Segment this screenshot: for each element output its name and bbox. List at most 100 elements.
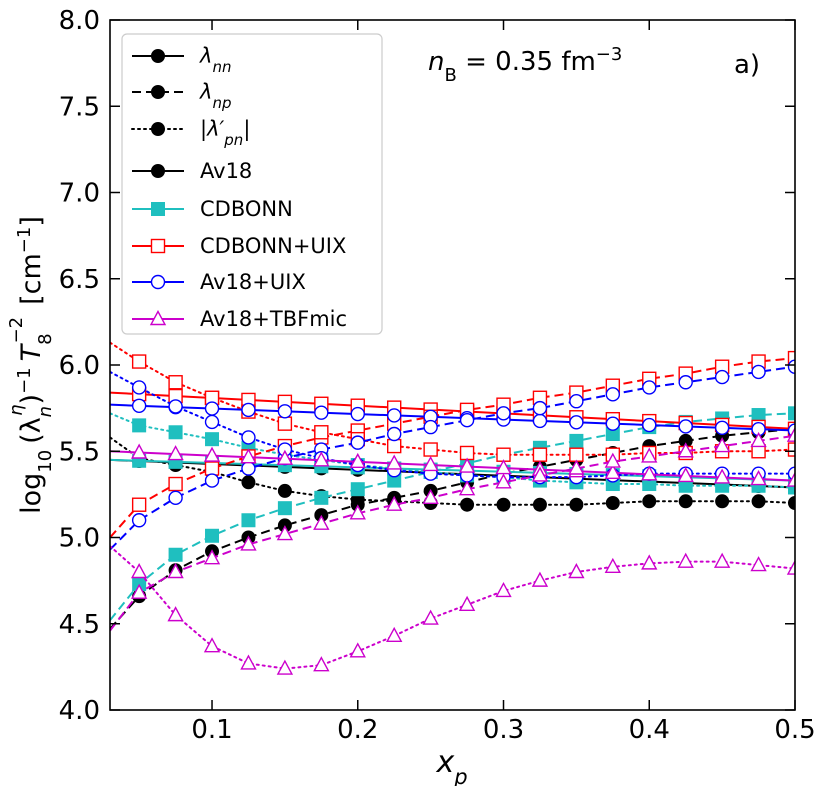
series-av18-uix-nn-point	[714, 420, 730, 435]
series-av18-uix-np-point	[678, 375, 693, 390]
series-av18-pn-point	[715, 494, 730, 509]
series-av18-uix-nn-point	[131, 398, 147, 413]
series-av18-tbfmic-pn-point	[604, 557, 621, 574]
series-cdbonn-np-point	[241, 513, 256, 528]
series-cdbonn-np-point	[314, 490, 329, 505]
series-av18-tbfmic-nn-point	[240, 448, 257, 464]
series-av18-pn-point	[532, 497, 547, 512]
series-cdbonn-uix-pn-point	[168, 375, 183, 390]
y-tick-label: 5.0	[59, 524, 100, 554]
series-av18-tbfmic-np-point	[203, 549, 221, 565]
series-av18-pn-point	[496, 497, 511, 512]
series-av18-uix-np-point	[204, 473, 220, 488]
series-av18-uix-np-point	[714, 369, 730, 385]
series-cdbonn-np-point	[168, 547, 183, 562]
series-cdbonn-np-point	[788, 406, 795, 421]
y-tick-label: 6.0	[59, 351, 100, 381]
legend-marker--nn	[151, 49, 165, 63]
series-av18-tbfmic-nn-line	[110, 450, 795, 482]
legend-frame	[121, 33, 383, 335]
y-tick-label: 6.5	[59, 265, 100, 295]
series-av18-tbfmic-nn-point	[130, 443, 148, 459]
series-av18-uix-np-point	[459, 413, 475, 428]
series-av18-uix-nn-point	[314, 405, 329, 420]
legend-marker-av18-uix	[150, 274, 166, 290]
series-av18-tbfmic-np-point	[713, 437, 731, 453]
series-av18-pn-point	[788, 496, 795, 510]
series-cdbonn-uix-pn-point	[423, 442, 438, 457]
series-av18-uix-np-point	[350, 435, 365, 450]
series-av18-uix-np-point	[642, 380, 657, 395]
series-av18-pn-point	[605, 496, 620, 510]
series-av18-tbfmic-nn-point	[313, 451, 330, 467]
series-cdbonn-uix-np-point	[131, 497, 147, 512]
series-cdbonn-pn-point	[205, 432, 220, 447]
series-cdbonn-uix-pn-point	[532, 447, 548, 462]
series-av18-tbfmic-np-point	[641, 447, 658, 463]
series-av18-tbfmic-nn-point	[349, 452, 366, 469]
series-cdbonn-np-point	[751, 408, 766, 423]
series-av18-tbfmic-pn-point	[422, 609, 439, 625]
legend-marker--pn-	[151, 122, 165, 136]
series-av18-tbfmic-nn-point	[167, 445, 184, 461]
series-av18-tbfmic-nn-point	[604, 463, 621, 479]
x-tick-label: 0.4	[629, 715, 670, 745]
series-av18-tbfmic-pn-point	[677, 552, 694, 568]
series-av18-tbfmic-np-point	[531, 466, 549, 482]
series-av18-tbfmic-nn-point	[641, 465, 658, 481]
legend-marker--np	[151, 85, 165, 99]
series-av18-tbfmic-np-point	[386, 495, 403, 511]
y-tick-label: 7.0	[59, 179, 100, 209]
y-tick-label: 5.5	[59, 437, 100, 467]
series-av18-pn-point	[241, 475, 256, 490]
series-av18-uix-nn-point	[350, 406, 365, 422]
series-av18-tbfmic-nn-point	[386, 454, 403, 470]
legend-label-lambda-np: λnp	[199, 80, 231, 112]
legend-label-lambda-nn: λnn	[199, 44, 231, 76]
legend-marker-cdbonn	[151, 202, 165, 216]
series-av18-tbfmic-pn-point	[713, 552, 731, 568]
series-av18-uix-np-point	[496, 406, 511, 421]
series-av18-tbfmic-pn-point	[313, 656, 330, 672]
series-av18-uix-np-point	[131, 513, 147, 528]
series-av18-tbfmic-np-point	[130, 583, 148, 599]
series-av18-uix-np-point	[787, 359, 795, 374]
series-av18-tbfmic-pn-point	[750, 556, 767, 572]
legend-label-lambda-pn: |λ′pn|	[200, 117, 250, 149]
series-av18-tbfmic-nn-point	[750, 470, 767, 486]
series-cdbonn-np-point	[205, 528, 220, 543]
x-tick-label: 0.1	[191, 715, 232, 745]
series-av18-tbfmic-pn-point	[167, 606, 184, 622]
series-av18-tbfmic-pn-point	[458, 595, 476, 611]
series-av18-uix-nn-point	[605, 416, 621, 431]
series-cdbonn-pn-point	[788, 480, 795, 495]
series-av18-uix-np-point	[423, 419, 438, 435]
series-av18-uix-np-point	[168, 490, 183, 506]
legend-label-cdbonn: CDBONN	[200, 197, 293, 221]
x-tick-label: 0.2	[337, 715, 378, 745]
ticks-layer: 0.1 0.2 0.3 0.4 0.5 4.0 4.5 5.0 5.5 6.0 6.5 7.0 7.5 8…	[59, 6, 816, 745]
series-cdbonn-uix-pn-point	[277, 416, 293, 431]
series-cdbonn-pn-point	[168, 425, 183, 440]
series-av18-tbfmic-pn-point	[130, 563, 148, 579]
series-av18-pn-point	[678, 494, 693, 509]
panel-label: a)	[734, 50, 760, 80]
legend-marker-av18	[151, 164, 165, 178]
y-tick-label: 4.5	[59, 610, 100, 640]
series-av18-tbfmic-nn-point	[203, 446, 221, 462]
legend-label-cdbonn-uix: CDBONN+UIX	[200, 234, 346, 258]
series-av18-tbfmic-pn-point	[641, 554, 658, 570]
series-cdbonn-np-point	[569, 433, 584, 448]
series-av18-tbfmic-pn-point	[240, 654, 257, 670]
y-tick-label: 4.0	[59, 696, 100, 726]
series-av18-tbfmic-nn-point	[713, 468, 731, 484]
legend: λnn λnp |λ′pn| Av18 CDBONN CDBONN+UIX Av…	[121, 33, 383, 335]
series-av18-uix-nn-point	[678, 419, 693, 434]
series-cdbonn-np-point	[350, 482, 365, 497]
series-av18-tbfmic-np-point	[568, 459, 585, 475]
series-av18-tbfmic-nn-point	[276, 449, 294, 465]
series-av18-pn-point	[569, 497, 584, 512]
series-av18-tbfmic-nn-point	[677, 466, 694, 483]
series-layer	[110, 341, 795, 675]
